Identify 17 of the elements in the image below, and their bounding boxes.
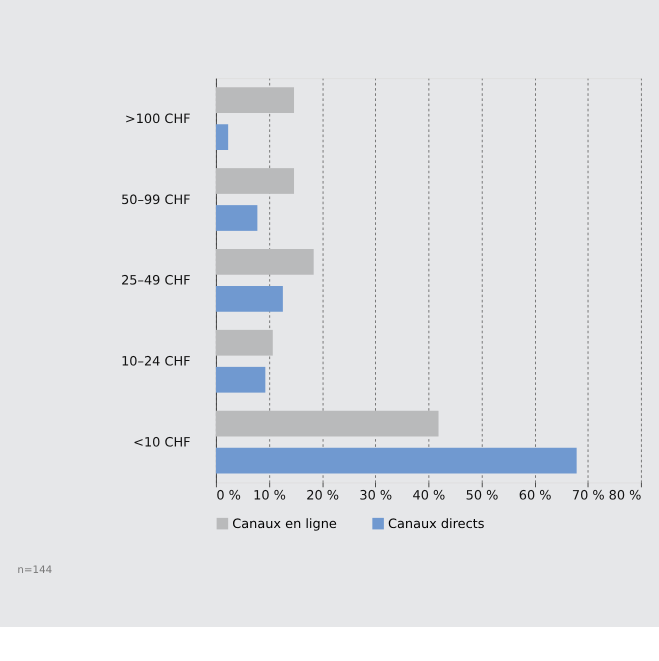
x-tick-label: 10 % bbox=[253, 488, 286, 504]
y-tick-label: >100 CHF bbox=[124, 112, 191, 127]
x-tick-label: 20 % bbox=[306, 488, 339, 504]
x-tick-label: 40 % bbox=[412, 488, 446, 504]
y-tick-label: 50–99 CHF bbox=[121, 192, 191, 208]
legend-label: Canaux en ligne bbox=[232, 516, 337, 532]
y-tick-label: 25–49 CHF bbox=[121, 274, 191, 289]
y-tick-label: 10–24 CHF bbox=[121, 354, 191, 370]
y-tick-label: <10 CHF bbox=[133, 435, 191, 450]
x-tick-label: 60 % bbox=[518, 488, 552, 504]
x-tick-label: 0 % bbox=[216, 488, 241, 504]
x-tick-label: 70 % bbox=[572, 488, 605, 504]
x-tick-label: 50 % bbox=[466, 488, 498, 504]
x-tick-label: 80 % bbox=[608, 488, 642, 504]
legend-label: Canaux directs bbox=[388, 516, 485, 532]
x-tick-label: 30 % bbox=[359, 488, 392, 504]
text: n=144 bbox=[17, 564, 52, 576]
